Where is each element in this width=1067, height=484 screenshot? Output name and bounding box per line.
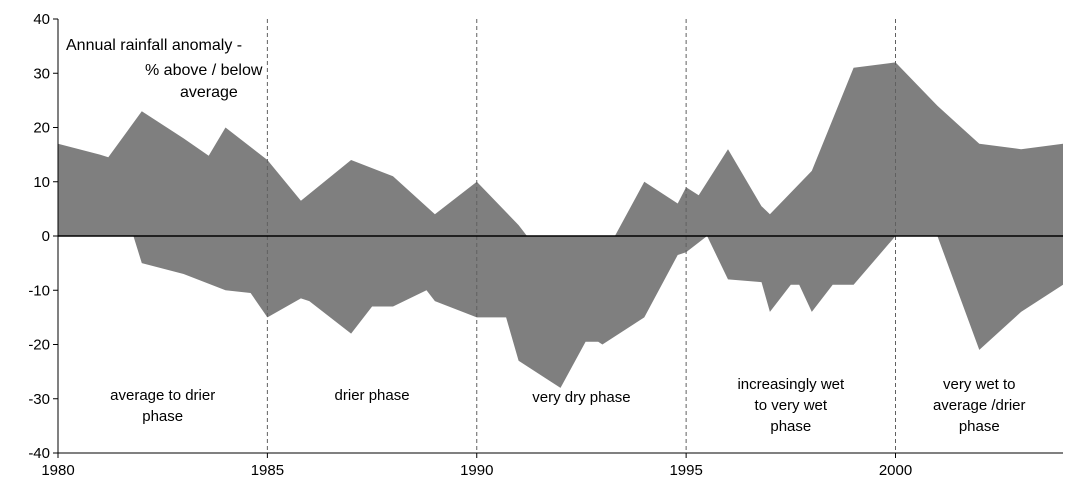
y-tick-label: 10 <box>33 174 50 191</box>
annotation-layer: Annual rainfall anomaly - % above / below… <box>66 37 1026 435</box>
phase-label-line: phase <box>770 418 811 435</box>
y-tick-label: 40 <box>33 11 50 28</box>
area-layer <box>58 62 1063 388</box>
chart-title-line: average <box>180 84 238 101</box>
y-tick-label: -40 <box>28 445 50 462</box>
phase-label-line: drier phase <box>335 387 410 404</box>
x-tick-label: 1990 <box>460 462 493 479</box>
phase-label-line: to very wet <box>755 397 828 414</box>
y-tick-label: 0 <box>42 228 50 245</box>
chart-title-line: % above / below <box>145 62 263 79</box>
chart-title-line: Annual rainfall anomaly - <box>66 37 242 54</box>
phase-label-line: average /drier <box>933 397 1026 414</box>
x-tick-label: 2000 <box>879 462 912 479</box>
phase-label-line: increasingly wet <box>737 376 845 393</box>
phase-annotation-1: average to drier phase <box>110 387 215 425</box>
phase-annotation-5: very wet to average /drier phase <box>933 376 1026 435</box>
negative-anomaly-area <box>58 236 1063 388</box>
phase-annotation-4: increasingly wet to very wet phase <box>737 376 845 435</box>
y-tick-label: -10 <box>28 282 50 299</box>
x-tick-label: 1980 <box>41 462 74 479</box>
phase-label-line: phase <box>142 408 183 425</box>
phase-label-line: very wet to <box>943 376 1016 393</box>
phase-label-line: phase <box>959 418 1000 435</box>
y-tick-label: -30 <box>28 391 50 408</box>
phase-label-line: very dry phase <box>532 389 630 406</box>
y-tick-label: 30 <box>33 65 50 82</box>
y-tick-label: -20 <box>28 337 50 354</box>
phase-label-line: average to drier <box>110 387 215 404</box>
x-tick-label: 1995 <box>669 462 702 479</box>
x-tick-label: 1985 <box>251 462 284 479</box>
positive-anomaly-area <box>58 62 1063 237</box>
phase-annotation-2: drier phase <box>335 387 410 404</box>
y-tick-label: 20 <box>33 120 50 137</box>
phase-annotation-3: very dry phase <box>532 389 630 406</box>
